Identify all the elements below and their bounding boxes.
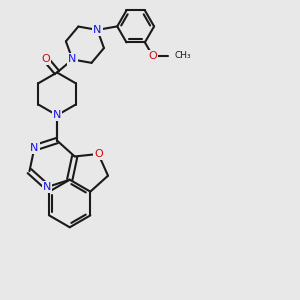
- Text: N: N: [68, 55, 77, 64]
- Text: O: O: [148, 51, 157, 61]
- Text: O: O: [42, 54, 50, 64]
- Text: N: N: [93, 25, 101, 35]
- Text: N: N: [53, 110, 61, 120]
- Text: N: N: [53, 110, 61, 120]
- Text: CH₃: CH₃: [175, 51, 191, 60]
- Text: O: O: [94, 149, 103, 159]
- Text: N: N: [30, 143, 39, 153]
- Text: N: N: [43, 182, 51, 192]
